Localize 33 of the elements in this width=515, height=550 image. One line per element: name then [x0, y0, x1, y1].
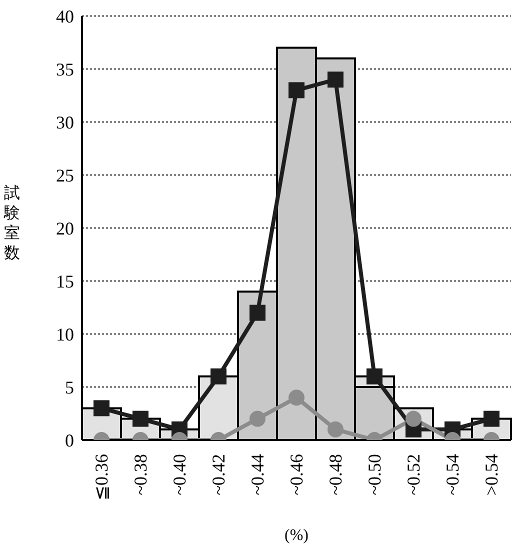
- point: [132, 410, 148, 427]
- x-tick-label: ~0.40: [170, 454, 190, 496]
- y-tick-label: 30: [56, 112, 74, 132]
- x-tick-label: ~0.44: [248, 454, 268, 496]
- x-tick-label: ≦0.36: [92, 454, 112, 500]
- x-tick-label: >0.54: [482, 454, 502, 496]
- point: [288, 82, 304, 98]
- x-tick-label: ~0.54: [442, 454, 462, 496]
- y-tick-label: 25: [56, 165, 74, 186]
- x-tick-label: ~0.52: [404, 454, 424, 496]
- x-tick-label: ~0.50: [364, 454, 384, 496]
- point: [210, 368, 226, 384]
- point: [94, 400, 110, 416]
- y-tick-label: 35: [56, 59, 74, 80]
- point: [484, 410, 500, 427]
- point: [288, 390, 304, 406]
- point: [366, 368, 382, 384]
- point: [250, 304, 266, 321]
- y-tick-label: 15: [56, 271, 74, 292]
- x-tick-label: ~0.42: [208, 454, 228, 496]
- y-tick-label: 40: [56, 6, 74, 26]
- point: [250, 410, 266, 427]
- y-tick-label: 20: [56, 218, 74, 238]
- x-axis-title: (%): [284, 527, 308, 544]
- point: [328, 72, 344, 88]
- y-tick-label: 5: [65, 377, 74, 398]
- y-axis-title: 試験室数: [3, 183, 20, 262]
- x-tick-label: ~0.38: [130, 454, 150, 496]
- x-tick-label: ~0.46: [286, 454, 306, 496]
- y-tick-label: 10: [56, 324, 74, 344]
- x-tick-label: ~0.48: [326, 454, 346, 496]
- point: [328, 421, 344, 438]
- y-tick-label: 0: [65, 430, 74, 450]
